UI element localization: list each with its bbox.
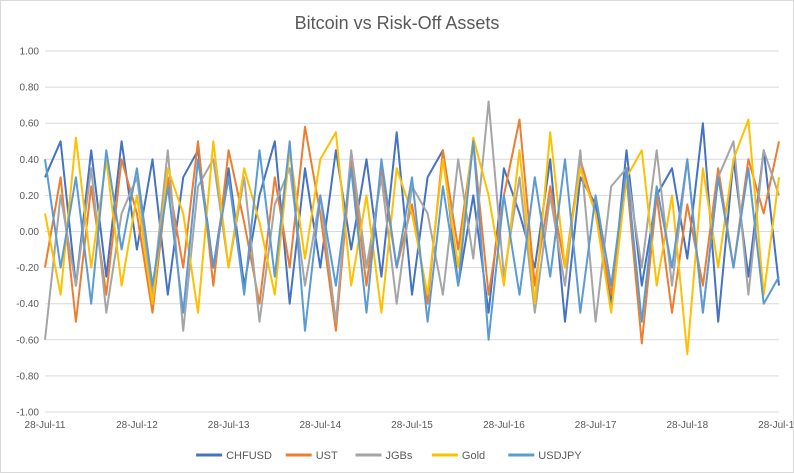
legend-label: Gold	[462, 450, 485, 462]
legend: CHFUSD UST JGBs Gold USDJPY	[196, 450, 582, 462]
y-tick-label: -1.00	[16, 408, 39, 419]
x-tick-label: 28-Jul-14	[299, 420, 341, 431]
legend-label: CHFUSD	[226, 450, 272, 462]
legend-item-usdjpy: USDJPY	[508, 450, 582, 462]
y-tick-label: 0.20	[20, 191, 40, 202]
y-tick-label: -0.40	[16, 299, 39, 310]
series-line-gold	[44, 118, 780, 356]
y-tick-label: 1.00	[20, 47, 40, 58]
chart-title: Bitcoin vs Risk-Off Assets	[295, 13, 500, 33]
y-tick-label: 0.00	[20, 227, 40, 238]
x-tick-label: 28-Jul-17	[575, 420, 617, 431]
legend-item-chfusd: CHFUSD	[196, 450, 272, 462]
x-axis: 28-Jul-11 28-Jul-12 28-Jul-13 28-Jul-14 28-J…	[25, 420, 793, 431]
x-tick-label: 28-Jul-15	[391, 420, 433, 431]
legend-item-jgbs: JGBs	[355, 450, 413, 462]
x-tick-label: 28-Jul-11	[25, 420, 66, 431]
series-line-usdjpy	[44, 140, 780, 341]
x-tick-label: 28-Jul-12	[116, 420, 158, 431]
legend-label: USDJPY	[538, 450, 582, 462]
legend-label: JGBs	[386, 450, 413, 462]
x-tick-label: 28-Jul-18	[666, 420, 708, 431]
x-tick-label: 28-Jul-16	[483, 420, 525, 431]
gridlines	[45, 50, 779, 413]
y-tick-label: 0.60	[20, 119, 40, 130]
legend-item-ust: UST	[285, 450, 338, 462]
y-tick-label: 0.80	[20, 83, 40, 94]
legend-item-gold: Gold	[431, 450, 485, 462]
legend-label: UST	[316, 450, 338, 462]
y-tick-label: -0.20	[16, 263, 39, 274]
series-lines	[44, 100, 780, 356]
x-tick-label: 28-Jul-13	[208, 420, 250, 431]
y-tick-label: -0.80	[16, 371, 39, 382]
y-axis: 1.00 0.80 0.60 0.40 0.20 0.00 -0.20 -0.40 -0.60 -…	[16, 47, 39, 419]
y-tick-label: -0.60	[16, 335, 39, 346]
y-tick-label: 0.40	[20, 155, 40, 166]
x-tick-label: 28-Jul-19	[758, 420, 793, 431]
